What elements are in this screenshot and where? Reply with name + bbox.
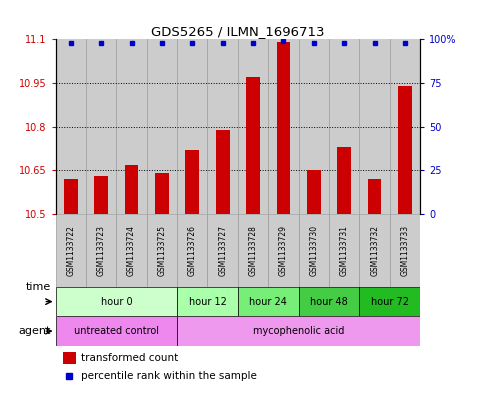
Bar — [125, 165, 138, 214]
Bar — [338, 147, 351, 214]
Text: agent: agent — [18, 326, 51, 336]
Bar — [147, 214, 177, 287]
Bar — [307, 171, 321, 214]
Bar — [56, 39, 86, 214]
Text: GSM1133731: GSM1133731 — [340, 225, 349, 276]
Bar — [238, 214, 268, 287]
Bar — [56, 214, 86, 287]
Bar — [185, 150, 199, 214]
Bar — [177, 316, 420, 346]
Bar — [147, 39, 177, 214]
Text: hour 24: hour 24 — [249, 297, 287, 307]
Bar — [268, 214, 298, 287]
Title: GDS5265 / ILMN_1696713: GDS5265 / ILMN_1696713 — [151, 25, 325, 38]
Bar — [208, 39, 238, 214]
Bar — [298, 214, 329, 287]
Bar — [56, 316, 177, 346]
Text: percentile rank within the sample: percentile rank within the sample — [81, 371, 257, 382]
Text: GSM1133729: GSM1133729 — [279, 225, 288, 276]
Bar — [298, 287, 359, 316]
Bar — [177, 214, 208, 287]
Text: GSM1133730: GSM1133730 — [309, 225, 318, 276]
Text: GSM1133732: GSM1133732 — [370, 225, 379, 276]
Text: mycophenolic acid: mycophenolic acid — [253, 326, 344, 336]
Bar — [94, 176, 108, 214]
Bar — [368, 179, 382, 214]
Bar — [390, 214, 420, 287]
Bar — [177, 39, 208, 214]
Bar — [116, 39, 147, 214]
Bar — [268, 39, 298, 214]
Bar — [216, 130, 229, 214]
Text: untreated control: untreated control — [74, 326, 159, 336]
Bar — [208, 214, 238, 287]
Bar — [398, 86, 412, 214]
Text: GSM1133727: GSM1133727 — [218, 225, 227, 276]
Bar — [63, 352, 76, 364]
Bar — [277, 42, 290, 214]
Text: GSM1133722: GSM1133722 — [66, 225, 75, 276]
Text: GSM1133726: GSM1133726 — [188, 225, 197, 276]
Text: hour 12: hour 12 — [188, 297, 227, 307]
Bar — [329, 214, 359, 287]
Bar — [155, 173, 169, 214]
Text: GSM1133733: GSM1133733 — [400, 225, 410, 276]
Bar — [359, 214, 390, 287]
Bar — [238, 39, 268, 214]
Bar — [116, 214, 147, 287]
Bar — [359, 39, 390, 214]
Text: GSM1133723: GSM1133723 — [97, 225, 106, 276]
Text: transformed count: transformed count — [81, 353, 178, 363]
Text: GSM1133725: GSM1133725 — [157, 225, 167, 276]
Bar — [359, 287, 420, 316]
Text: hour 72: hour 72 — [371, 297, 409, 307]
Bar — [390, 39, 420, 214]
Bar — [86, 39, 116, 214]
Bar — [86, 214, 116, 287]
Bar — [238, 287, 298, 316]
Bar — [298, 39, 329, 214]
Text: hour 48: hour 48 — [310, 297, 348, 307]
Bar — [64, 179, 78, 214]
Text: GSM1133724: GSM1133724 — [127, 225, 136, 276]
Bar — [329, 39, 359, 214]
Text: GSM1133728: GSM1133728 — [249, 225, 257, 276]
Bar — [56, 287, 177, 316]
Bar — [177, 287, 238, 316]
Bar — [246, 77, 260, 214]
Text: hour 0: hour 0 — [100, 297, 132, 307]
Text: time: time — [26, 282, 51, 292]
